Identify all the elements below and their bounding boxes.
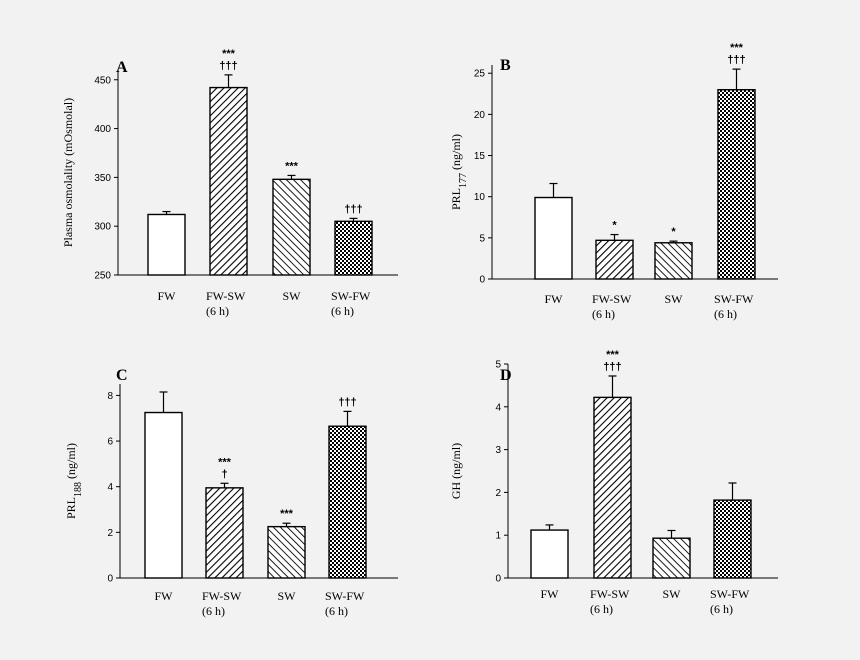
category-label: (6 h) (710, 602, 733, 616)
category-label: FW (158, 289, 177, 303)
category-label: SW-FW (714, 292, 754, 306)
bar (328, 425, 367, 579)
category-label: FW-SW (592, 292, 632, 306)
y-tick-label: 0 (479, 275, 485, 286)
y-tick-label: 4 (495, 402, 501, 413)
y-tick-label: 20 (474, 110, 486, 121)
bar (717, 88, 756, 280)
y-tick-label: 25 (474, 69, 486, 80)
y-tick-label: 300 (94, 222, 111, 233)
y-axis-label: PRL177 (ng/ml) (449, 134, 469, 210)
category-label: FW (541, 587, 560, 601)
y-tick-label: 0 (495, 574, 501, 585)
significance-label: ††† (603, 361, 621, 373)
y-axis-label: GH (ng/ml) (449, 443, 463, 499)
category-label: (6 h) (592, 307, 615, 321)
significance-label: *** (280, 508, 294, 520)
significance-label: *** (218, 456, 232, 468)
category-label: (6 h) (202, 604, 225, 618)
y-tick-label: 2 (495, 488, 501, 499)
significance-label: ††† (727, 54, 745, 66)
bar (147, 213, 186, 276)
bar (534, 196, 573, 280)
y-tick-label: 250 (94, 271, 111, 282)
significance-label: * (671, 226, 676, 238)
bar (654, 242, 693, 280)
category-label: SW (283, 289, 302, 303)
y-tick-label: 8 (107, 391, 113, 402)
y-tick-label: 5 (495, 360, 501, 371)
y-tick-label: 2 (107, 528, 113, 539)
panel-a: 250 300 350 400 450 Plasma osmolality (mOsmol… (61, 48, 398, 318)
significance-label: *** (606, 349, 620, 361)
y-axis-label: PRL188 (ng/ml) (64, 443, 84, 519)
y-tick-label: 400 (94, 124, 111, 135)
bar (205, 487, 244, 579)
category-label: FW-SW (202, 589, 242, 603)
significance-label: *** (730, 42, 744, 54)
category-label: SW-FW (710, 587, 750, 601)
bar (334, 220, 373, 276)
bar (595, 239, 634, 280)
category-label: (6 h) (714, 307, 737, 321)
significance-label: ††† (338, 396, 356, 408)
bar (530, 529, 569, 579)
y-tick-label: 6 (107, 437, 113, 448)
category-label: FW-SW (206, 289, 246, 303)
panel-letter: C (116, 367, 128, 384)
significance-label: *** (222, 48, 236, 60)
category-label: SW (278, 589, 297, 603)
category-label: SW (665, 292, 684, 306)
y-tick-label: 0 (107, 574, 113, 585)
bar (209, 86, 248, 276)
significance-label: † (221, 468, 227, 480)
category-label: (6 h) (331, 304, 354, 318)
category-label: SW-FW (331, 289, 371, 303)
y-axis-label: Plasma osmolality (mOsmolal) (61, 98, 75, 247)
bar (144, 411, 183, 579)
panel-letter: A (116, 59, 128, 76)
panel-letter: B (500, 57, 511, 74)
category-label: SW-FW (325, 589, 365, 603)
y-tick-label: 10 (474, 192, 486, 203)
y-tick-label: 450 (94, 75, 111, 86)
category-label: FW (545, 292, 564, 306)
y-tick-label: 1 (495, 531, 501, 542)
y-tick-label: 350 (94, 173, 111, 184)
y-tick-label: 5 (479, 233, 485, 244)
bar (267, 525, 306, 579)
y-tick-label: 15 (474, 151, 486, 162)
category-label: (6 h) (206, 304, 229, 318)
bar (713, 499, 752, 579)
significance-label: * (612, 220, 617, 232)
panel-letter: D (500, 367, 512, 384)
y-tick-label: 4 (107, 482, 113, 493)
category-label: (6 h) (325, 604, 348, 618)
y-tick-label: 3 (495, 445, 501, 456)
bar (593, 396, 632, 579)
bar (652, 537, 691, 579)
significance-label: *** (285, 160, 299, 172)
significance-label: ††† (344, 203, 362, 215)
category-label: SW (663, 587, 682, 601)
category-label: FW-SW (590, 587, 630, 601)
category-label: FW (155, 589, 174, 603)
significance-label: ††† (219, 60, 237, 72)
category-label: (6 h) (590, 602, 613, 616)
bar (272, 178, 311, 276)
